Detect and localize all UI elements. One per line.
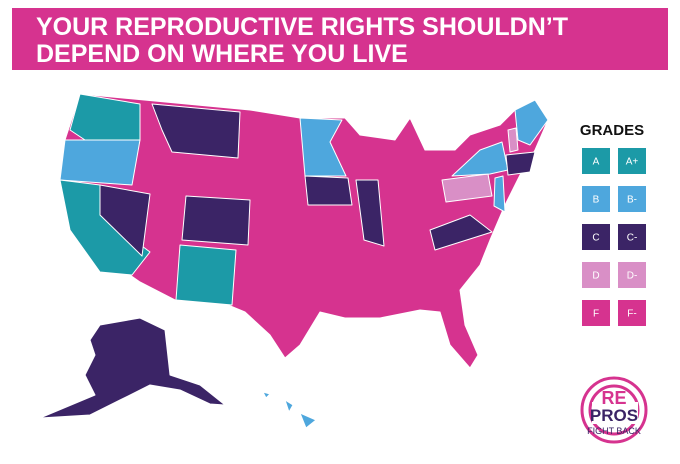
state-region [304, 175, 353, 206]
state-region [175, 244, 237, 306]
grade-swatch [618, 224, 646, 250]
state-region [514, 99, 549, 146]
state-region [262, 391, 317, 429]
grade-label: B [593, 195, 600, 206]
grade-label: D [592, 271, 599, 282]
logo-ring [580, 376, 648, 444]
legend-title: GRADES [580, 122, 644, 139]
grade-label: C [592, 233, 599, 244]
title-line: DEPEND ON WHERE YOU LIVE [36, 40, 408, 68]
state-region [505, 151, 536, 176]
grade-label: C- [627, 233, 638, 244]
grade-label: A+ [626, 157, 639, 168]
grade-swatch [582, 148, 610, 174]
grade-label: B- [627, 195, 637, 206]
logo-text: FIGHT BACK [587, 426, 641, 436]
grade-label: D- [627, 271, 638, 282]
state-region [451, 141, 509, 177]
grade-swatch [582, 300, 610, 326]
grade-swatch [618, 262, 646, 288]
state-region [441, 173, 493, 203]
grade-label: F- [627, 309, 636, 320]
logo-text: PROS [590, 406, 638, 425]
state-region [59, 139, 141, 186]
state-region [429, 214, 493, 251]
grade-label: F [593, 309, 599, 320]
state-region [151, 103, 241, 159]
logo-text: RE [601, 388, 626, 408]
title-line: YOUR REPRODUCTIVE RIGHTS SHOULDN’T [36, 13, 568, 41]
grade-swatch [582, 262, 610, 288]
grade-swatch [582, 224, 610, 250]
grade-swatch [618, 186, 646, 212]
state-region [493, 175, 506, 213]
grade-swatch [618, 300, 646, 326]
state-region [299, 117, 347, 177]
legend: A A+ B B- C C- D D- F F- [582, 148, 646, 326]
logo: RE PROS FIGHT BACK [580, 376, 648, 444]
logo-panel [592, 402, 638, 424]
state-region [355, 179, 385, 247]
us-map [39, 93, 549, 429]
title-banner [12, 8, 668, 70]
state-region [507, 127, 519, 153]
state-region [99, 184, 151, 257]
state-region [39, 317, 226, 419]
grade-swatch [618, 148, 646, 174]
grade-swatch [582, 186, 610, 212]
state-region [181, 195, 251, 246]
grade-label: A [593, 157, 600, 168]
